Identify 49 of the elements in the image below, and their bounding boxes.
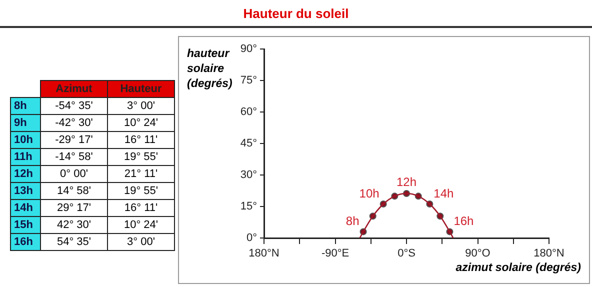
text: -29° 17' (40, 132, 108, 148)
text: Hauteur (108, 80, 174, 98)
y-tick-label: 30° (240, 169, 257, 182)
text: 0° 00' (40, 166, 108, 182)
y-tick-label: 45° (240, 138, 257, 150)
text: -42° 30' (40, 114, 108, 132)
text: 16° 11' (108, 200, 174, 216)
text: -14° 58' (40, 148, 108, 166)
x-tick-label: 180°N (534, 248, 564, 260)
x-tick-label: -90°E (321, 248, 350, 260)
text: 15h (10, 216, 40, 234)
y-axis-title: hauteur solaire (degrés) (187, 48, 232, 90)
text: 42° 30' (40, 216, 108, 234)
text: 3° 00' (108, 234, 174, 250)
annotation: 16h (454, 214, 474, 228)
y-tick-label: 90° (240, 43, 257, 56)
text: 54° 35' (40, 234, 108, 250)
y-tick-label: 60° (240, 106, 257, 118)
annotation: 8h (346, 214, 360, 228)
text: 10° 24' (108, 216, 174, 234)
x-tick-label: 90°O (465, 248, 491, 260)
annotation: 14h (434, 186, 454, 200)
text: 16° 11' (108, 132, 174, 148)
x-tick-label: 0°S (398, 248, 416, 260)
chart-title: Hauteur du soleil (242, 6, 350, 21)
text: 14° 58' (40, 182, 108, 200)
text: 14h (10, 200, 40, 216)
annotation: 10h (359, 186, 380, 200)
annotation: 12h (396, 174, 417, 189)
text: 29° 17' (40, 200, 108, 216)
text: 19° 55' (108, 148, 174, 166)
y-tick-label: 0° (246, 232, 257, 244)
y-tick-label: 15° (240, 200, 257, 213)
text: 11h (10, 148, 40, 166)
text: -54° 35' (40, 98, 108, 114)
x-axis-title: azimut solaire (degrés) (456, 262, 581, 274)
text: 12h (10, 166, 40, 182)
text: 8h (10, 98, 40, 114)
text: 16h (10, 234, 40, 250)
text: 10° 24' (108, 114, 174, 132)
text: 3° 00' (108, 98, 174, 114)
text: 9h (10, 114, 40, 132)
text: Azimut (40, 80, 108, 98)
x-tick-label: 180°N (248, 248, 280, 260)
text: 21° 11' (108, 166, 174, 182)
text: 10h (10, 132, 40, 148)
text: 13h (10, 182, 40, 200)
text: 19° 55' (108, 182, 174, 200)
y-tick-label: 75° (240, 74, 257, 87)
